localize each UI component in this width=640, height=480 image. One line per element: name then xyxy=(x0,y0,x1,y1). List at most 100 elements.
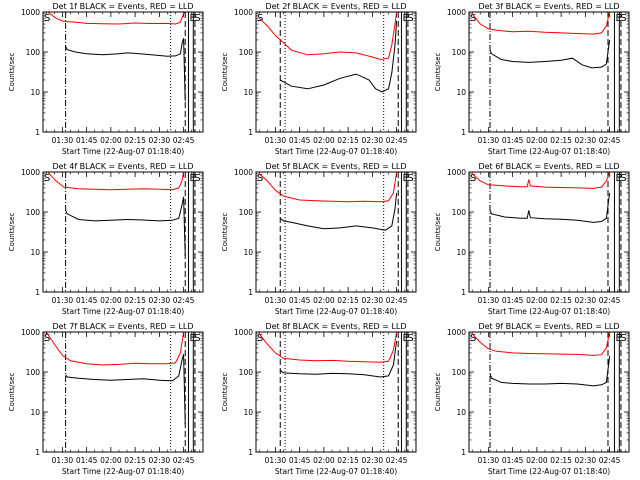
det1-series-black xyxy=(65,38,186,101)
det8-xtick-label: 01:30 xyxy=(265,456,287,465)
det5-ytick-label: 100 xyxy=(239,208,254,217)
det9-marker-label: S xyxy=(620,333,626,344)
det3-xtick-label: 01:45 xyxy=(502,136,524,145)
det2-ylabel: Counts/sec xyxy=(221,53,229,92)
det5-xtick-label: 01:30 xyxy=(265,296,287,305)
det9-xtick-label: 02:00 xyxy=(526,456,548,465)
det4-xtick-label: 02:15 xyxy=(124,296,146,305)
det9-xtick-label: 02:30 xyxy=(575,456,597,465)
det5-series-black xyxy=(279,192,398,231)
det1-xtick-label: 02:30 xyxy=(149,136,171,145)
det4-ytick-label: 1 xyxy=(35,288,40,297)
det5-xtick-label: 02:30 xyxy=(362,296,384,305)
det3-xtick-label: 01:30 xyxy=(478,136,500,145)
det4-chart: Det 4f BLACK = Events, RED = LLD Counts/s… xyxy=(8,162,204,316)
det6-title: Det 6f BLACK = Events, RED = LLD xyxy=(478,162,619,171)
det9-xtick-label: 01:30 xyxy=(478,456,500,465)
det1-ytick-label: 100 xyxy=(26,48,41,57)
det5-ytick-label: 1 xyxy=(248,288,253,297)
det8-ytick-label: 1000 xyxy=(234,328,253,337)
det8-marker-label: E xyxy=(402,333,408,344)
det8-plot-frame xyxy=(255,331,417,453)
det2-xtick-label: 02:00 xyxy=(313,136,335,145)
det9-xlabel: Start Time (22-Aug-07 01:18:40) xyxy=(488,467,610,476)
det3-ylabel: Counts/sec xyxy=(434,53,442,92)
det9-ytick-label: 1000 xyxy=(447,328,466,337)
det1-xlabel: Start Time (22-Aug-07 01:18:40) xyxy=(62,147,184,156)
det2-ytick-label: 1000 xyxy=(234,8,253,17)
det2-series-red xyxy=(258,12,398,61)
det3-xtick-label: 02:30 xyxy=(575,136,597,145)
det6-xtick-label: 02:00 xyxy=(526,296,548,305)
det1-xtick-label: 02:15 xyxy=(124,136,146,145)
det4-series-black xyxy=(65,196,186,256)
det4-ylabel: Counts/sec xyxy=(8,213,16,252)
det1-ylabel: Counts/sec xyxy=(8,53,16,92)
det2-plot-frame xyxy=(255,11,417,133)
det1-marker-label: S xyxy=(44,13,50,24)
det8-series-red xyxy=(258,332,398,363)
det6-xtick-label: 02:15 xyxy=(550,296,572,305)
det9-xtick-label: 02:15 xyxy=(550,456,572,465)
det8-xtick-label: 02:00 xyxy=(313,456,335,465)
det3-xtick-label: 02:15 xyxy=(550,136,572,145)
det5-series-red xyxy=(258,172,398,203)
det4-xtick-label: 02:30 xyxy=(149,296,171,305)
det2-ytick-label: 10 xyxy=(243,88,253,97)
det5-marker-label: S xyxy=(257,173,263,184)
det4-title: Det 4f BLACK = Events, RED = LLD xyxy=(52,162,193,171)
det6-xtick-label: 02:30 xyxy=(575,296,597,305)
det1-marker-label: E xyxy=(189,13,195,24)
det2-xtick-label: 02:45 xyxy=(386,136,408,145)
det9-marker-label: S xyxy=(470,333,476,344)
det2-chart: Det 2f BLACK = Events, RED = LLD Counts/s… xyxy=(221,2,417,156)
det3-series-red xyxy=(471,12,611,35)
det3-ytick-label: 1 xyxy=(461,128,466,137)
det5-ytick-label: 10 xyxy=(243,248,253,257)
det4-marker-label: S xyxy=(44,173,50,184)
det8-ylabel: Counts/sec xyxy=(221,373,229,412)
det7-chart: Det 7f BLACK = Events, RED = LLD Counts/s… xyxy=(8,322,204,476)
det9-series-black xyxy=(489,356,611,387)
det3-ytick-label: 1000 xyxy=(447,8,466,17)
det7-xtick-label: 02:30 xyxy=(149,456,171,465)
det7-series-red xyxy=(45,332,185,366)
det6-marker-label: S xyxy=(470,173,476,184)
det7-xtick-label: 02:45 xyxy=(173,456,195,465)
det2-marker-label: S xyxy=(407,13,413,24)
det1-plot-frame xyxy=(42,11,204,133)
det3-marker-label: S xyxy=(620,13,626,24)
det1-xtick-label: 01:45 xyxy=(76,136,98,145)
det2-title: Det 2f BLACK = Events, RED = LLD xyxy=(265,2,406,11)
det8-xtick-label: 02:45 xyxy=(386,456,408,465)
det5-ytick-label: 1000 xyxy=(234,168,253,177)
det9-ytick-label: 10 xyxy=(456,408,466,417)
det3-chart: Det 3f BLACK = Events, RED = LLD Counts/s… xyxy=(434,2,630,156)
det6-ytick-label: 1 xyxy=(461,288,466,297)
det7-series-black xyxy=(65,353,186,425)
det5-xtick-label: 02:45 xyxy=(386,296,408,305)
det6-plot-frame xyxy=(468,171,630,293)
det7-ytick-label: 100 xyxy=(26,368,41,377)
det7-xtick-label: 01:30 xyxy=(52,456,74,465)
det4-xlabel: Start Time (22-Aug-07 01:18:40) xyxy=(62,307,184,316)
det5-chart: Det 5f BLACK = Events, RED = LLD Counts/s… xyxy=(221,162,417,316)
det8-marker-label: S xyxy=(257,333,263,344)
det4-xtick-label: 01:30 xyxy=(52,296,74,305)
det3-xlabel: Start Time (22-Aug-07 01:18:40) xyxy=(488,147,610,156)
det3-marker-label: S xyxy=(470,13,476,24)
det6-xlabel: Start Time (22-Aug-07 01:18:40) xyxy=(488,307,610,316)
det5-title: Det 5f BLACK = Events, RED = LLD xyxy=(265,162,406,171)
det6-xtick-label: 01:45 xyxy=(502,296,524,305)
det6-xtick-label: 01:30 xyxy=(478,296,500,305)
det2-xtick-label: 02:30 xyxy=(362,136,384,145)
det9-xtick-label: 01:45 xyxy=(502,456,524,465)
det6-ytick-label: 100 xyxy=(452,208,467,217)
det3-ytick-label: 10 xyxy=(456,88,466,97)
det4-plot-frame xyxy=(42,171,204,293)
det7-plot-frame xyxy=(42,331,204,453)
det2-ytick-label: 1 xyxy=(248,128,253,137)
det1-xtick-label: 01:30 xyxy=(52,136,74,145)
det1-marker-label: S xyxy=(194,13,200,24)
det5-plot-frame xyxy=(255,171,417,293)
